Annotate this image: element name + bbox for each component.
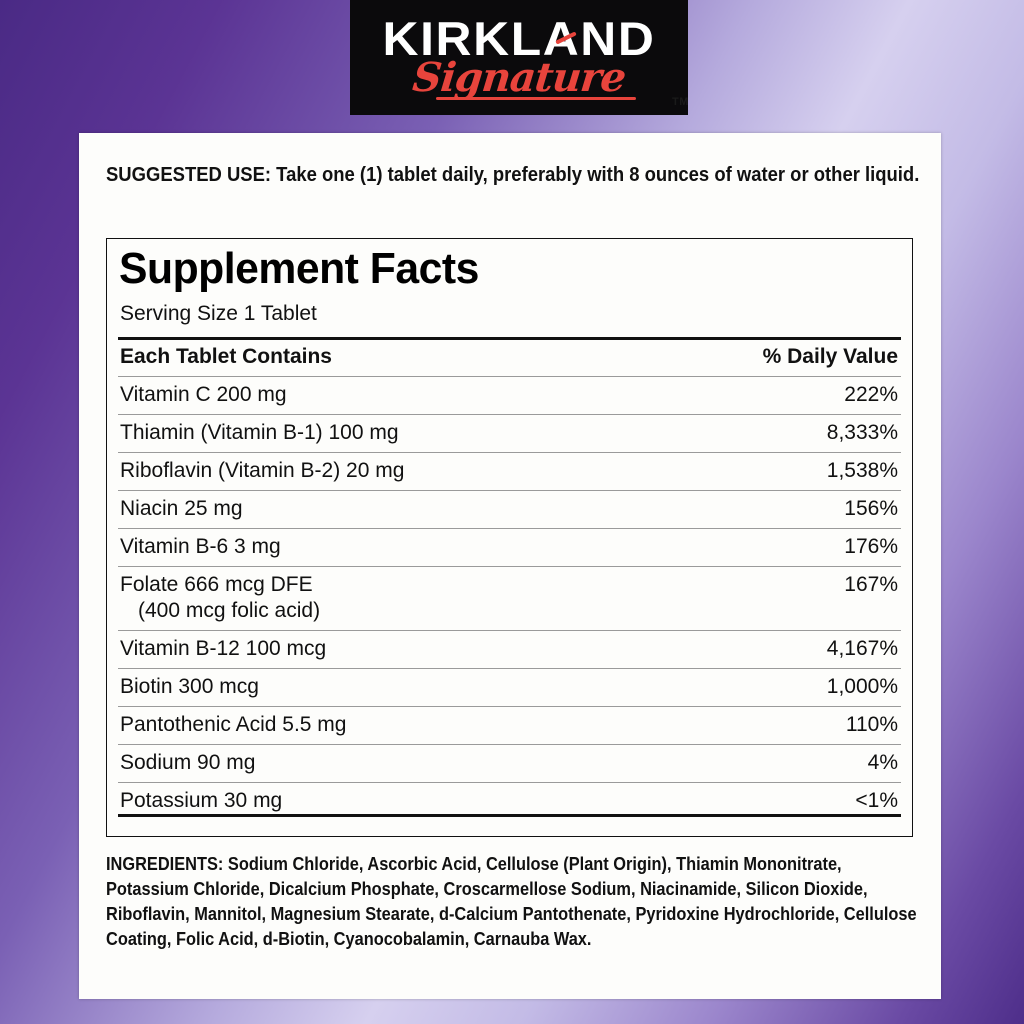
nutrient-name: Pantothenic Acid 5.5 mg — [118, 706, 510, 745]
table-row: Thiamin (Vitamin B-1) 100 mg 8,333% — [118, 414, 901, 453]
ingredients-body: Sodium Chloride, Ascorbic Acid, Cellulos… — [106, 853, 917, 949]
suggested-use-body: Take one (1) tablet daily, preferably wi… — [276, 163, 920, 186]
table-row: Folate 666 mcg DFE (400 mcg folic acid) 1… — [118, 566, 901, 631]
supplement-facts-box: Supplement Facts Serving Size 1 Tablet E… — [106, 238, 913, 837]
nutrient-name: Thiamin (Vitamin B-1) 100 mg — [118, 414, 510, 453]
nutrient-name-sub: (400 mcg folic acid) — [138, 599, 321, 622]
nutrient-dv: 4,167% — [509, 630, 901, 669]
nutrient-dv: 1,538% — [509, 452, 901, 491]
nutrient-name: Vitamin B-12 100 mcg — [118, 630, 510, 669]
nutrient-dv: 167% — [509, 566, 901, 631]
supplement-facts-title: Supplement Facts — [119, 244, 479, 293]
header-nutrient: Each Tablet Contains — [118, 342, 510, 377]
trademark-symbol: TM — [672, 96, 689, 108]
table-row: Vitamin B-12 100 mcg 4,167% — [118, 630, 901, 669]
logo-script-signature: Signature — [410, 54, 628, 101]
nutrient-table: Each Tablet Contains % Daily Value Vitam… — [118, 342, 901, 820]
serving-size-text: Serving Size 1 Tablet — [120, 302, 317, 325]
kirkland-signature-logo: KIRKLAND Signature — [350, 0, 688, 115]
suggested-use-label: SUGGESTED USE: — [106, 163, 272, 186]
table-row: Niacin 25 mg 156% — [118, 490, 901, 529]
nutrient-name: Sodium 90 mg — [118, 744, 510, 783]
header-daily-value: % Daily Value — [509, 342, 901, 377]
nutrient-name: Riboflavin (Vitamin B-2) 20 mg — [118, 452, 510, 491]
table-row: Vitamin C 200 mg 222% — [118, 376, 901, 415]
supplement-label-panel: SUGGESTED USE: Take one (1) tablet daily… — [79, 133, 941, 999]
logo-underline-icon — [436, 97, 636, 100]
nutrient-name: Vitamin B-6 3 mg — [118, 528, 510, 567]
table-row: Pantothenic Acid 5.5 mg 110% — [118, 706, 901, 745]
nutrient-dv: 176% — [509, 528, 901, 567]
nutrient-name: Folate 666 mcg DFE (400 mcg folic acid) — [118, 566, 510, 631]
nutrient-dv: 222% — [509, 376, 901, 415]
nutrient-dv: 156% — [509, 490, 901, 529]
suggested-use-text: SUGGESTED USE: Take one (1) tablet daily… — [106, 161, 922, 188]
logo-wordmark: KIRKLAND — [382, 12, 656, 65]
nutrient-dv: 110% — [509, 706, 901, 745]
nutrient-name: Vitamin C 200 mg — [118, 376, 510, 415]
facts-bottom-rule — [118, 814, 901, 817]
nutrient-dv: 4% — [509, 744, 901, 783]
nutrient-name-main: Folate 666 mcg DFE — [120, 573, 313, 596]
ingredients-label: INGREDIENTS: — [106, 853, 224, 874]
nutrient-dv: <1% — [855, 789, 898, 812]
table-row: Biotin 300 mcg 1,000% — [118, 668, 901, 707]
table-row: Sodium 90 mg 4% — [118, 744, 901, 783]
nutrient-name: Biotin 300 mcg — [118, 668, 510, 707]
nutrient-dv: 1,000% — [509, 668, 901, 707]
nutrient-dv: 8,333% — [509, 414, 901, 453]
nutrient-name: Niacin 25 mg — [118, 490, 510, 529]
ingredients-text: INGREDIENTS: Sodium Chloride, Ascorbic A… — [106, 851, 920, 951]
facts-top-rule — [118, 337, 901, 340]
table-row: Vitamin B-6 3 mg 176% — [118, 528, 901, 567]
table-row: Potassium 30 mg <1% — [118, 783, 901, 821]
table-header-row: Each Tablet Contains % Daily Value — [118, 342, 901, 377]
table-row: Riboflavin (Vitamin B-2) 20 mg 1,538% — [118, 452, 901, 491]
nutrient-name: Potassium 30 mg — [120, 789, 283, 812]
